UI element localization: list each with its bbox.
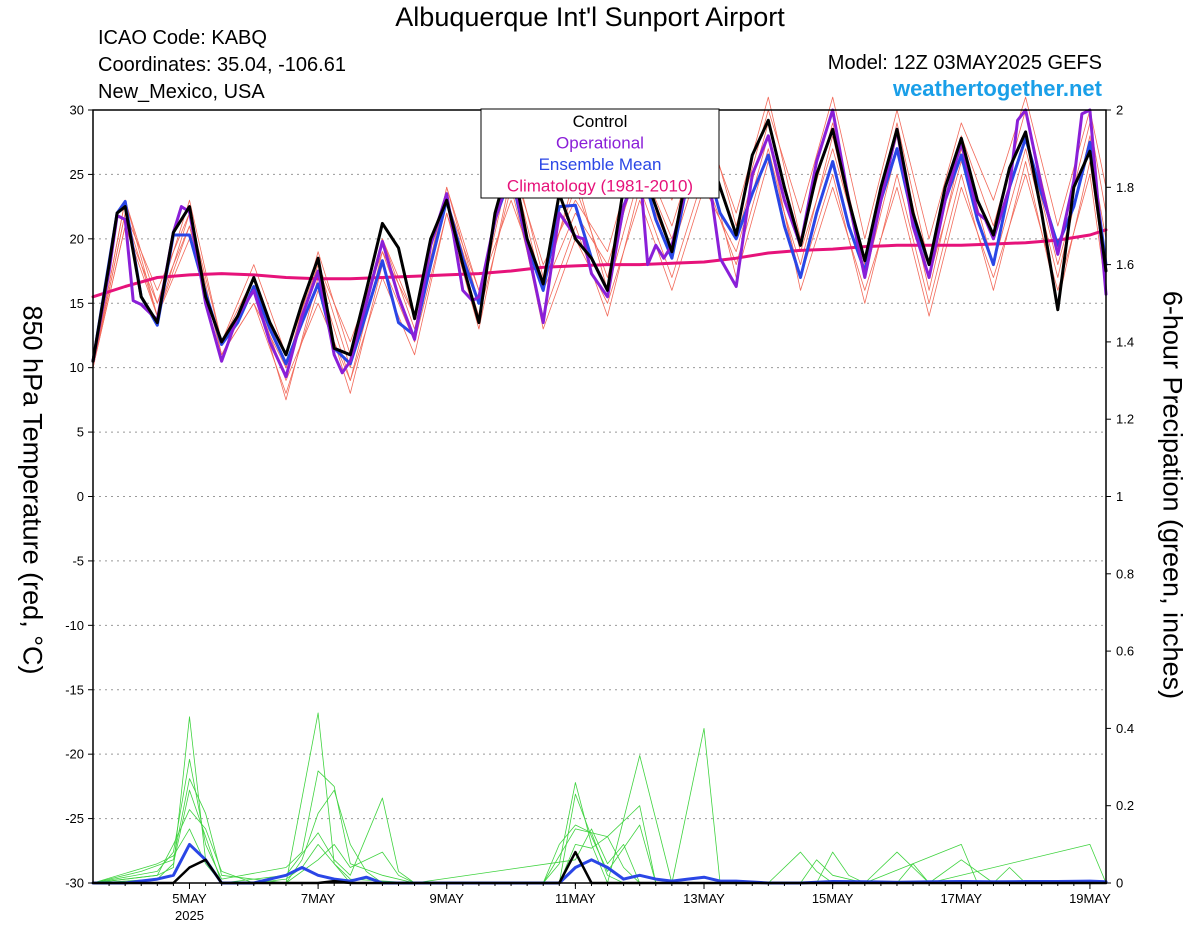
precip-member-line <box>92 758 1107 884</box>
y-tick-label-left: 15 <box>70 296 84 311</box>
location-region: New_Mexico, USA <box>98 81 265 103</box>
y-tick-label-left: 20 <box>70 231 84 246</box>
site-link[interactable]: weathertogether.net <box>892 76 1102 101</box>
y-tick-label-left: 5 <box>77 425 84 440</box>
precip-members <box>92 712 1107 884</box>
temperature-member-line <box>92 96 1107 369</box>
x-tick-label: 7MAY <box>301 891 336 906</box>
y-tick-label-left: 30 <box>70 103 84 118</box>
x-tick-label: 9MAY <box>430 891 465 906</box>
y-tick-label-right: 0.6 <box>1116 644 1134 659</box>
y-tick-label-left: 25 <box>70 167 84 182</box>
y-tick-label-right: 1.2 <box>1116 412 1134 427</box>
x-tick-sublabel: 2025 <box>175 908 204 923</box>
legend-entry: Control <box>573 112 628 131</box>
legend-entry: Climatology (1981-2010) <box>507 177 693 196</box>
y-tick-label-left: 10 <box>70 360 84 375</box>
control-temp-line <box>91 118 1108 363</box>
y-tick-label-left: -10 <box>65 618 84 633</box>
x-tick-label: 15MAY <box>812 891 854 906</box>
icao-code: ICAO Code: KABQ <box>98 27 267 49</box>
precip-member-line <box>92 778 1107 884</box>
y-tick-label-left: -20 <box>65 747 84 762</box>
axes: 302520151050-5-10-15-20-25-3021.81.61.41… <box>65 103 1134 924</box>
temperature-member-line <box>92 148 1107 394</box>
legend-box <box>480 108 720 199</box>
climatology-line <box>91 228 1108 299</box>
y-tick-label-right: 0.2 <box>1116 798 1134 813</box>
y-tick-label-left: 0 <box>77 489 84 504</box>
y-tick-label-right: 1 <box>1116 489 1123 504</box>
operational-temp-line <box>91 108 1108 379</box>
y-tick-label-right: 0.8 <box>1116 566 1134 581</box>
x-tick-label: 19MAY <box>1069 891 1111 906</box>
coordinates: Coordinates: 35.04, -106.61 <box>98 54 346 76</box>
legend: Control Operational Ensemble Mean Climatolo… <box>480 108 720 199</box>
chart-title: Albuquerque Int'l Sunport Airport <box>395 2 785 32</box>
precip-member-line <box>92 712 1107 884</box>
y-tick-label-right: 0 <box>1116 876 1123 891</box>
y-tick-label-right: 0.4 <box>1116 721 1134 736</box>
model-run: Model: 12Z 03MAY2025 GEFS <box>827 52 1102 74</box>
x-tick-label: 5MAY <box>172 891 207 906</box>
legend-entry: Operational <box>556 134 644 153</box>
y-tick-label-right: 1.6 <box>1116 257 1134 272</box>
legend-entry: Ensemble Mean <box>539 155 662 174</box>
x-tick-label: 13MAY <box>683 891 725 906</box>
y-tick-label-right: 2 <box>1116 103 1123 118</box>
y-tick-label-right: 1.8 <box>1116 180 1134 195</box>
x-tick-label: 11MAY <box>555 891 596 906</box>
x-tick-label: 17MAY <box>940 891 982 906</box>
y-tick-label-right: 1.4 <box>1116 334 1134 349</box>
y-tick-label-left: -5 <box>72 553 84 568</box>
precip-member-line <box>92 789 1107 884</box>
y-tick-label-left: -30 <box>65 876 84 891</box>
y-tick-label-left: -25 <box>65 811 84 826</box>
y-tick-label-left: -15 <box>65 682 84 697</box>
